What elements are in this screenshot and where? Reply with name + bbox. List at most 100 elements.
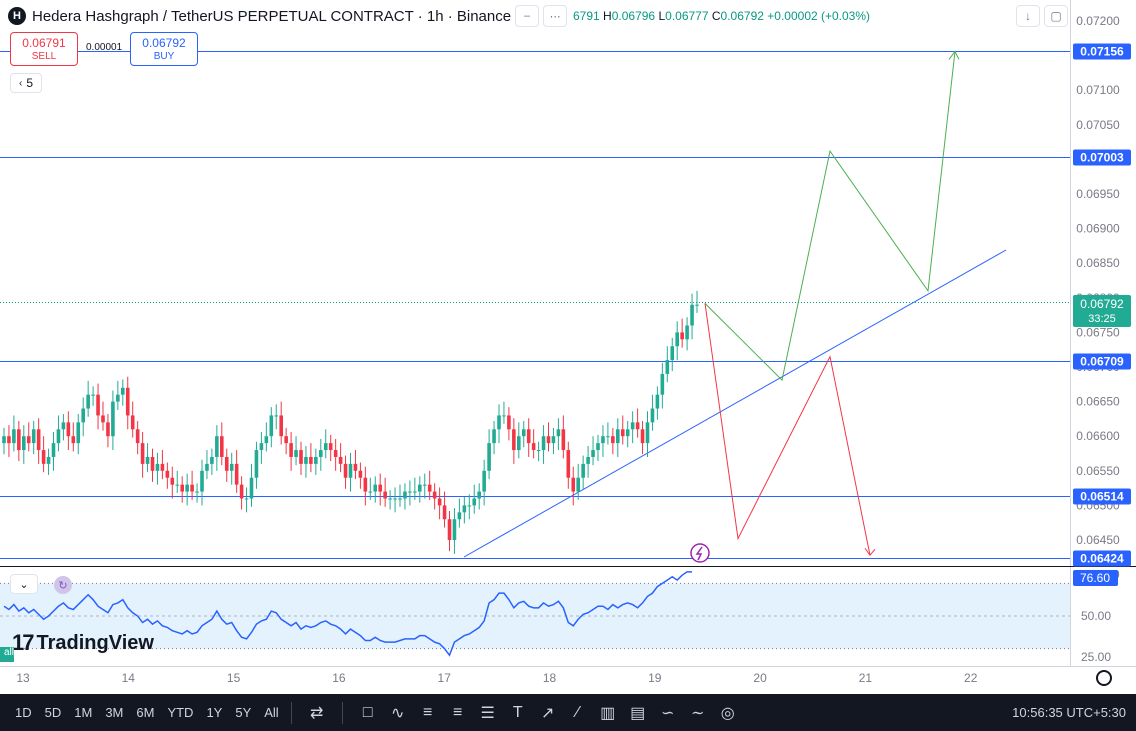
settings-gear-icon[interactable] xyxy=(1096,670,1112,686)
tv-logo-text: TradingView xyxy=(36,631,154,654)
candle-body xyxy=(51,443,56,457)
download-icon[interactable]: ↓ xyxy=(1016,5,1040,27)
candle-body xyxy=(398,498,402,500)
candle-body xyxy=(625,429,630,437)
candle-body xyxy=(517,436,521,451)
candle-body xyxy=(170,477,175,485)
candle-body xyxy=(249,477,254,499)
candle-body xyxy=(125,387,130,416)
candle-body xyxy=(185,484,189,492)
candle-body xyxy=(165,470,170,478)
timeframe-3m[interactable]: 3M xyxy=(105,705,124,720)
target-tool-icon[interactable]: ◎ xyxy=(720,704,735,722)
candle-body xyxy=(482,470,486,492)
rsi-collapse-button[interactable]: ⌄ xyxy=(10,574,38,594)
compare-icon[interactable]: ⇄ xyxy=(310,704,324,722)
chart-header: H Hedera Hashgraph / TetherUS PERPETUAL … xyxy=(8,5,568,27)
timeframe-ytd[interactable]: YTD xyxy=(167,705,194,720)
fullscreen-icon[interactable]: ▢ xyxy=(1044,5,1068,27)
projection-paths[interactable] xyxy=(704,50,960,557)
candle-body xyxy=(175,484,180,486)
rectangle-tool-icon[interactable]: □ xyxy=(362,703,373,721)
time-axis[interactable]: 13 14 15 16 17 18 19 20 21 22 xyxy=(16,671,977,685)
bearish-projection-path[interactable] xyxy=(704,303,871,556)
pattern-tool-icon[interactable]: ∿ xyxy=(391,704,405,722)
fib-tool-icon[interactable]: ☰ xyxy=(480,704,495,722)
timeframe-1m[interactable]: 1M xyxy=(74,705,93,720)
candle-body xyxy=(121,387,125,395)
candle-body xyxy=(338,456,343,464)
candle-body xyxy=(606,436,610,438)
candle-body xyxy=(76,422,81,444)
trendline[interactable] xyxy=(463,249,1007,558)
price-tick: 0.06750 xyxy=(1076,325,1120,339)
bars-pattern-icon[interactable]: ▥ xyxy=(600,704,616,722)
candle-body xyxy=(363,477,368,492)
price-tick: 0.07100 xyxy=(1076,83,1120,97)
ohlc-open-value: 6791 xyxy=(573,9,600,23)
timeframe-all[interactable]: All xyxy=(264,705,279,720)
timeframe-6m[interactable]: 6M xyxy=(136,705,155,720)
candle-body xyxy=(215,436,219,457)
candle-body xyxy=(541,436,546,451)
candle-body xyxy=(695,304,699,306)
time-tick: 14 xyxy=(122,671,136,685)
candle-body xyxy=(635,422,640,430)
bullish-projection-path[interactable] xyxy=(704,51,956,382)
long-position-icon[interactable]: ≡ xyxy=(423,703,433,721)
price-tick: 0.06650 xyxy=(1076,395,1120,409)
candle-body xyxy=(690,304,694,326)
ascending-trendline[interactable] xyxy=(463,249,1007,558)
buy-button[interactable]: 0.06792 BUY xyxy=(130,32,198,66)
curve-tool-icon[interactable]: ∼ xyxy=(691,704,705,722)
candle-body xyxy=(155,463,160,471)
alert-icon[interactable] xyxy=(690,543,710,563)
timeframe-5d[interactable]: 5D xyxy=(44,705,62,720)
volume-profile-icon[interactable]: ▤ xyxy=(630,704,646,722)
candle-body xyxy=(452,519,457,541)
candle-body xyxy=(437,498,442,506)
text-tool-icon[interactable]: T xyxy=(512,703,523,721)
candle-body xyxy=(432,491,437,499)
level-label: 0.06709 xyxy=(1080,355,1124,369)
tradingview-logo[interactable]: 17 TradingView xyxy=(12,630,154,656)
sell-button[interactable]: 0.06791 SELL xyxy=(10,32,78,66)
price-tick: 0.06900 xyxy=(1076,222,1120,236)
path-tool-icon[interactable]: ∽ xyxy=(661,704,675,722)
candle-body xyxy=(264,436,269,444)
bottom-toolbar: 1D 5D 1M 3M 6M YTD 1Y 5Y All ⇄ □ ∿ ≡ ≡ ☰… xyxy=(0,694,1136,731)
candle-body xyxy=(442,505,447,520)
candle-body xyxy=(71,436,76,444)
price-tick: 0.07200 xyxy=(1076,14,1120,28)
timeframe-5y[interactable]: 5Y xyxy=(235,705,252,720)
candle-body xyxy=(284,436,288,444)
candle-body xyxy=(294,450,298,457)
level-label: 0.07156 xyxy=(1080,45,1124,59)
candle-body xyxy=(348,463,353,478)
candle-body xyxy=(620,429,625,437)
candle-body xyxy=(210,456,214,464)
symbol-title[interactable]: Hedera Hashgraph / TetherUS PERPETUAL CO… xyxy=(32,7,512,25)
candle-body xyxy=(507,415,511,430)
rsi-tick: 25.00 xyxy=(1081,650,1111,664)
level-label: 0.07003 xyxy=(1080,151,1124,165)
trendline-tool-icon[interactable]: ∕ xyxy=(576,703,580,721)
brush-tool-icon[interactable]: ↗ xyxy=(541,704,555,722)
time-tick: 17 xyxy=(438,671,452,685)
candle-body xyxy=(135,429,140,444)
short-position-icon[interactable]: ≡ xyxy=(453,703,463,721)
more-icon[interactable]: ⋯ xyxy=(543,5,568,27)
rsi-settings-icon[interactable]: ↻ xyxy=(54,576,72,594)
candle-body xyxy=(220,436,224,457)
clock[interactable]: 10:56:35 UTC+5:30 xyxy=(1012,705,1126,720)
timeframe-1y[interactable]: 1Y xyxy=(206,705,223,720)
timeframe-1d[interactable]: 1D xyxy=(15,705,32,720)
sell-label: SELL xyxy=(31,51,57,62)
indicator-count: 5 xyxy=(26,76,34,90)
collapse-icon[interactable]: – xyxy=(515,5,540,27)
candle-body xyxy=(160,463,165,471)
indicators-toggle[interactable]: ‹ 5 xyxy=(10,73,42,93)
candle-body xyxy=(145,456,150,464)
ohlc-high-value: 0.06796 xyxy=(611,9,656,23)
candle-body xyxy=(333,450,338,457)
